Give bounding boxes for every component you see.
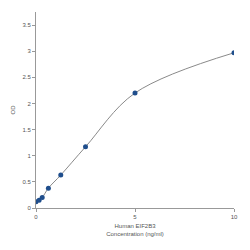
svg-text:2.5: 2.5 — [22, 74, 31, 80]
svg-text:2: 2 — [27, 101, 31, 107]
svg-text:0: 0 — [34, 214, 38, 220]
svg-text:0.5: 0.5 — [22, 179, 31, 185]
svg-text:1: 1 — [27, 153, 31, 159]
svg-text:OD: OD — [10, 105, 16, 115]
svg-text:3: 3 — [27, 48, 31, 54]
svg-text:3.5: 3.5 — [22, 22, 31, 28]
svg-text:10: 10 — [231, 214, 238, 220]
svg-text:0: 0 — [27, 205, 31, 211]
svg-text:5: 5 — [133, 214, 137, 220]
svg-text:Human EIF2B3Concentration (ng/: Human EIF2B3Concentration (ng/ml) — [106, 223, 164, 237]
svg-text:1.5: 1.5 — [22, 127, 31, 133]
